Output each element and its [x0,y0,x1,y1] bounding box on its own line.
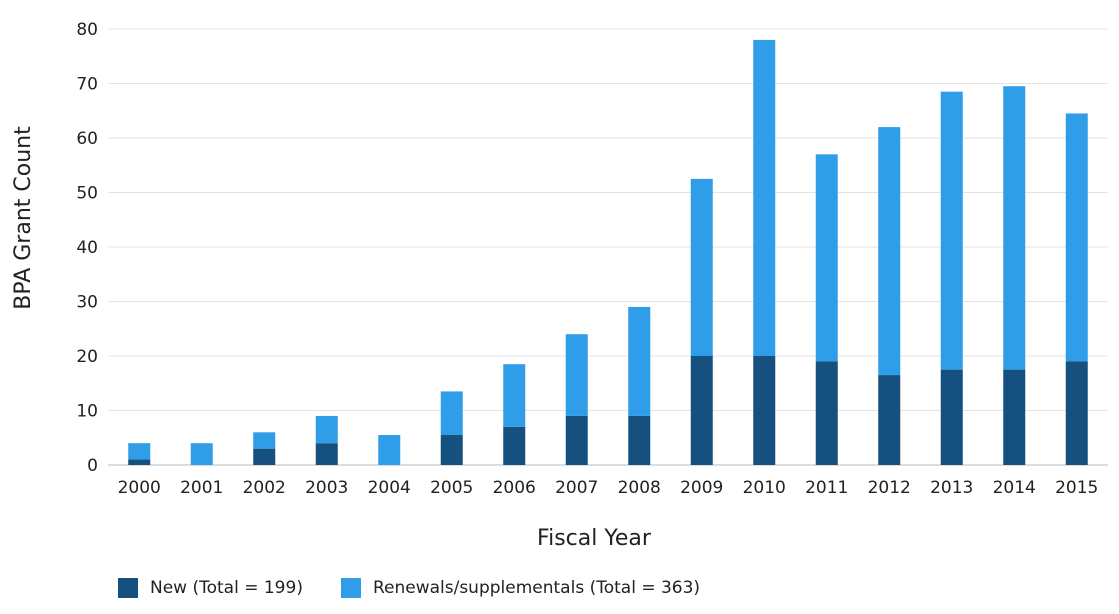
bar-new [440,435,463,465]
x-tick-label: 2007 [555,478,598,498]
bar-renewals [753,39,776,357]
bar-renewals [565,334,588,416]
bar-new [753,356,776,465]
bar-new [315,443,338,465]
bar-new [1003,369,1026,465]
legend: New (Total = 199) Renewals/supplementals… [118,578,738,598]
y-axis-title: BPA Grant Count [11,126,36,310]
x-tick-label: 2013 [930,478,973,498]
y-tick-label: 20 [76,347,98,367]
bar-new [940,369,963,465]
bar-new [128,459,151,465]
bar-renewals [690,178,713,356]
bar-new [1065,361,1088,465]
y-tick-label: 70 [76,75,98,95]
y-tick-label: 40 [76,238,98,258]
x-tick-label: 2005 [430,478,473,498]
legend-swatch-new [118,578,138,598]
x-tick-label: 2015 [1055,478,1098,498]
y-tick-label: 50 [76,184,98,204]
bar-new [815,361,838,465]
bar-renewals [440,391,463,436]
x-tick-label: 2004 [368,478,411,498]
bar-renewals [315,415,338,444]
x-tick-label: 2011 [805,478,848,498]
y-tick-label: 80 [76,20,98,40]
bars [128,39,1088,465]
x-tick-label: 2009 [680,478,723,498]
x-axis-ticks: 2000 2001 2002 2003 2004 2005 2006 2007 2008 2009… [118,478,1099,498]
x-tick-label: 2006 [493,478,536,498]
bar-renewals [253,432,276,449]
x-tick-label: 2012 [868,478,911,498]
x-tick-label: 2001 [180,478,223,498]
bar-renewals [1065,113,1088,362]
bar-renewals [503,364,526,427]
legend-label-new: New (Total = 199) [150,578,303,598]
bar-renewals [878,127,901,376]
y-tick-label: 0 [87,456,98,476]
x-tick-label: 2003 [305,478,348,498]
bar-new [690,356,713,465]
bar-renewals [190,443,213,465]
x-tick-label: 2002 [243,478,286,498]
x-axis-title: Fiscal Year [537,526,652,551]
y-axis-ticks: 0 10 20 30 40 50 60 70 80 [76,20,98,476]
y-tick-label: 10 [76,402,98,422]
legend-swatch-renewals [340,578,361,598]
legend-item-renewals: Renewals/supplementals (Total = 363) [340,578,701,598]
bar-renewals [1003,86,1026,370]
gridlines [108,28,1108,466]
bar-renewals [128,443,151,460]
bar-new [878,375,901,465]
y-tick-label: 60 [76,129,98,149]
bar-new [565,415,588,465]
bar-renewals [628,306,651,416]
bar-renewals [378,435,401,465]
x-tick-label: 2008 [618,478,661,498]
legend-label-renewals: Renewals/supplementals (Total = 363) [372,578,701,598]
bar-renewals [940,91,963,370]
x-tick-label: 2000 [118,478,161,498]
bar-new [253,448,276,465]
x-tick-label: 2010 [743,478,786,498]
y-tick-label: 30 [76,293,98,313]
bar-new [628,415,651,465]
bar-renewals [815,154,838,362]
bar-new [503,426,526,465]
legend-item-new: New (Total = 199) [118,578,303,598]
x-tick-label: 2014 [993,478,1036,498]
